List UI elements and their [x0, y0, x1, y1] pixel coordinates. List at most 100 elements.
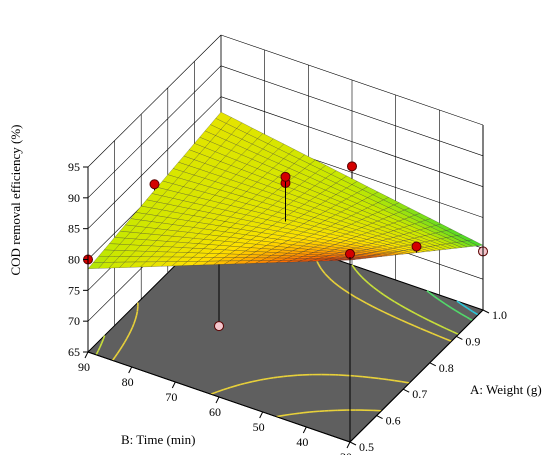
contour-line	[354, 375, 363, 378]
contour-line	[317, 263, 321, 268]
contour-line	[355, 296, 362, 301]
contour-line	[426, 290, 431, 294]
contour-line	[472, 310, 479, 316]
contour-line	[97, 346, 101, 351]
contour-line	[244, 380, 253, 385]
contour-line	[324, 272, 326, 275]
contour-line	[438, 335, 446, 340]
contour-line	[268, 376, 274, 380]
contour-line	[383, 311, 391, 316]
y-tick-label: 30	[340, 450, 352, 455]
x-tick-mark	[456, 335, 463, 340]
contour-line	[214, 391, 218, 394]
contour-line	[370, 376, 379, 380]
contour-line	[102, 335, 106, 340]
contour-line	[401, 380, 410, 384]
contour-line	[420, 327, 427, 332]
contour-line	[470, 309, 474, 313]
contour-line	[273, 376, 278, 379]
contour-line	[443, 327, 447, 330]
contour-line	[111, 356, 116, 361]
x-tick-label: 0.6	[386, 414, 401, 428]
contour-line	[95, 350, 99, 356]
contour-line	[361, 276, 365, 280]
x-tick-label: 0.5	[359, 440, 374, 454]
contour-line	[446, 328, 453, 333]
y-tick-mark	[302, 426, 307, 434]
contour-line	[399, 304, 406, 309]
y-axis-title: B: Time (min)	[121, 432, 195, 447]
y-tick-mark	[259, 411, 264, 419]
tick-labels: 65 70 75 80 85 90 95 0.5 0.6 0.7 0.8 0.9 1.0 30 40 50 60…	[68, 160, 507, 455]
surface-cell	[339, 259, 356, 261]
x-tick-mark	[402, 388, 410, 393]
contour-line	[389, 314, 397, 319]
contour-line	[289, 413, 295, 416]
response-surface	[87, 111, 484, 269]
x-tick-label: 0.9	[465, 334, 480, 348]
contour-line	[227, 386, 231, 389]
contour-line	[414, 312, 418, 316]
contour-line	[316, 261, 319, 264]
contour-line	[333, 281, 340, 288]
y-tick-label: 40	[296, 435, 308, 449]
contour-line	[468, 317, 473, 322]
y-tick-mark	[346, 441, 351, 449]
z-tick-label: 80	[68, 253, 80, 267]
contour-line	[460, 313, 468, 318]
contour-line	[455, 310, 462, 315]
contour-line	[359, 274, 363, 278]
contour-line	[319, 266, 323, 270]
design-point	[347, 161, 357, 172]
contour-line	[116, 349, 121, 354]
contour-line	[278, 414, 286, 417]
contour-line	[383, 294, 390, 299]
contour-line	[456, 300, 463, 306]
contour-line	[263, 377, 269, 381]
contour-line	[394, 301, 401, 306]
contour-line	[128, 330, 132, 336]
contour-line	[354, 296, 357, 299]
contour-line	[320, 268, 326, 274]
x-axis-title: A: Weight (g)	[470, 382, 542, 397]
contour-line	[135, 311, 139, 316]
contour-line	[452, 330, 459, 336]
contour-line	[236, 383, 241, 387]
contour-line	[401, 319, 409, 324]
design-point	[280, 171, 291, 182]
z-tick-label: 75	[68, 283, 80, 297]
contour-line	[338, 285, 342, 289]
contour-line	[434, 296, 439, 300]
z-tick-label: 85	[68, 222, 80, 236]
contour-line	[277, 375, 284, 378]
contour-line	[126, 334, 130, 340]
contour-line	[229, 384, 238, 389]
contour-line	[355, 269, 357, 272]
x-tick-label: 0.8	[439, 361, 454, 375]
contour-line	[444, 303, 451, 308]
design-point	[411, 241, 422, 252]
x-tick-label: 1.0	[492, 308, 507, 322]
contour-line	[450, 306, 453, 309]
contour-line	[377, 308, 381, 311]
design-points	[83, 161, 488, 332]
contour-line	[129, 326, 134, 332]
contour-line	[416, 313, 424, 319]
contour-line	[388, 378, 395, 382]
contour-line	[134, 315, 138, 320]
contour-line	[259, 378, 264, 381]
contour-line	[240, 382, 245, 386]
contour-line	[378, 377, 387, 381]
contour-line	[363, 278, 370, 285]
contour-line	[324, 273, 331, 280]
z-axis-title: COD removal efficiency (%)	[8, 124, 23, 275]
design-point	[149, 179, 160, 190]
contour-line	[380, 291, 385, 296]
contour-line	[437, 298, 441, 301]
contour-line	[366, 302, 373, 307]
wall-gridline	[87, 34, 222, 168]
contour-line	[124, 338, 128, 342]
contour-line	[340, 287, 345, 291]
frame-edge	[349, 309, 484, 443]
contour-line	[434, 322, 441, 327]
